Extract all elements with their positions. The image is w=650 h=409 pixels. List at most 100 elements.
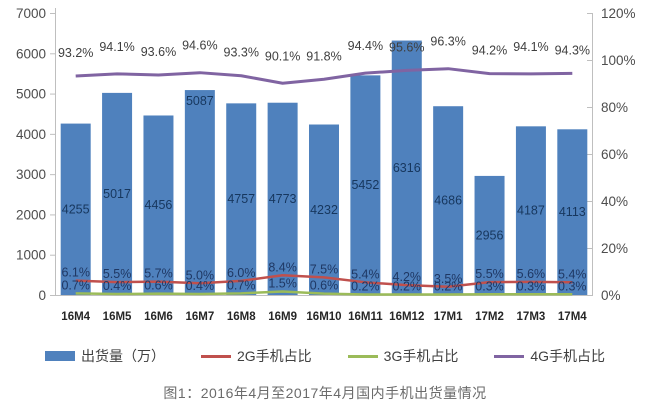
line-point-label: 0.3%	[558, 279, 587, 293]
line-point-label: 1.5%	[268, 276, 297, 290]
line-point-label: 94.1%	[513, 40, 548, 54]
legend-label-shipments: 出货量（万）	[80, 348, 165, 364]
legend-label-2g: 2G手机占比	[236, 348, 312, 364]
bar-16M9	[267, 102, 298, 296]
line-point-label: 94.6%	[182, 39, 217, 53]
bar-value-label: 4773	[269, 192, 297, 206]
y-tick-label-right: 40%	[601, 194, 628, 209]
legend-item-shipments: 出货量（万）	[44, 346, 165, 366]
line-point-label: 5.5%	[475, 267, 504, 281]
y-tick-label-left: 1000	[16, 248, 46, 263]
bar-value-label: 4113	[559, 205, 586, 219]
line-point-label: 0.7%	[61, 278, 90, 292]
line-point-label: 94.4%	[348, 39, 383, 53]
bar-value-label: 5452	[351, 178, 379, 192]
line-point-label: 96.3%	[430, 35, 465, 49]
x-tick-label: 16M9	[268, 311, 297, 323]
line-point-label: 5.5%	[103, 267, 132, 281]
bar-17M1	[433, 106, 464, 295]
line-point-label: 6.0%	[227, 266, 256, 280]
y-tick-label-left: 0	[38, 288, 46, 303]
line-point-label: 93.6%	[141, 45, 176, 59]
bar-16M7	[184, 90, 215, 295]
bar-value-label: 4456	[145, 198, 173, 212]
bar-value-label: 4686	[434, 194, 462, 208]
line-point-label: 8.4%	[268, 260, 297, 274]
y-tick-label-right: 20%	[601, 241, 628, 256]
line-point-label: 7.5%	[310, 262, 339, 276]
line-point-label: 91.8%	[306, 49, 341, 63]
x-tick-label: 16M11	[348, 311, 383, 323]
legend-item-4g: 4G手机占比	[494, 346, 605, 366]
line-point-label: 0.7%	[227, 278, 256, 292]
line-point-label: 0.6%	[310, 279, 339, 293]
2g-line-swatch	[200, 354, 231, 358]
line-point-label: 0.6%	[144, 279, 173, 293]
x-tick-label: 16M10	[306, 311, 341, 323]
line-point-label: 0.2%	[351, 280, 380, 294]
bar-value-label: 2956	[476, 228, 504, 242]
y-tick-label-left: 4000	[16, 127, 46, 142]
x-tick-label: 17M2	[475, 311, 504, 323]
line-point-label: 5.0%	[186, 268, 215, 282]
x-tick-label: 17M4	[558, 311, 587, 323]
bar-16M8	[226, 103, 257, 295]
bar-value-label: 4232	[310, 203, 338, 217]
line-point-label: 0.3%	[475, 279, 504, 293]
line-point-label: 5.4%	[351, 267, 380, 281]
y-tick-label-right: 60%	[601, 147, 628, 162]
line-point-label: 0.2%	[393, 280, 422, 294]
line-point-label: 5.6%	[517, 267, 546, 281]
line-point-label: 4.2%	[393, 270, 422, 284]
bar-16M12	[391, 40, 422, 296]
bar-17M4	[557, 129, 588, 295]
bar-value-label: 5087	[186, 94, 214, 108]
bar-16M11	[350, 75, 381, 295]
bar-value-label: 4255	[62, 202, 90, 216]
bar-value-label: 4757	[227, 192, 255, 206]
x-tick-label: 16M4	[61, 311, 90, 323]
y-tick-label-right: 120%	[601, 6, 636, 21]
bar-value-label: 5017	[103, 187, 131, 201]
line-point-label: 94.2%	[472, 44, 507, 58]
line-point-label: 95.6%	[389, 40, 424, 54]
figure-caption: 图1：2016年4月至2017年4月国内手机出货量情况	[163, 385, 487, 401]
x-tick-label: 16M6	[144, 311, 173, 323]
line-4g	[75, 67, 573, 85]
y-tick-label-left: 2000	[16, 207, 46, 222]
bar-16M6	[143, 115, 174, 296]
y-tick-label-right: 80%	[601, 100, 628, 115]
line-point-label: 0.4%	[103, 279, 132, 293]
line-point-label: 94.1%	[99, 40, 134, 54]
line-3g	[75, 290, 573, 296]
line-point-label: 0.3%	[517, 279, 546, 293]
x-tick-label: 17M1	[434, 311, 463, 323]
line-2g	[75, 274, 573, 289]
4g-line-swatch	[494, 354, 525, 358]
x-tick-label: 16M5	[103, 311, 132, 323]
bar-16M4	[60, 123, 91, 295]
legend-item-2g: 2G手机占比	[200, 346, 312, 366]
y-tick-label-right: 0%	[601, 288, 621, 303]
line-point-label: 93.3%	[224, 46, 259, 60]
y-tick-label-left: 3000	[16, 167, 46, 182]
line-point-label: 90.1%	[265, 49, 300, 63]
line-point-label: 5.7%	[144, 267, 173, 281]
x-tick-label: 16M12	[389, 311, 424, 323]
x-tick-label: 16M8	[227, 311, 256, 323]
3g-line-swatch	[347, 354, 378, 358]
line-point-label: 6.1%	[61, 266, 90, 280]
shipments-bar-swatch	[44, 351, 75, 361]
bar-value-label: 4187	[517, 204, 545, 218]
bar-value-label: 6316	[393, 161, 421, 175]
legend-label-3g: 3G手机占比	[383, 348, 459, 364]
legend-label-4g: 4G手机占比	[530, 348, 606, 364]
legend-item-3g: 3G手机占比	[347, 346, 459, 366]
x-tick-label: 17M3	[517, 311, 546, 323]
line-point-label: 3.5%	[434, 272, 463, 286]
bar-16M5	[102, 92, 133, 296]
bar-16M10	[309, 124, 339, 295]
bar-17M2	[474, 175, 505, 295]
y-tick-label-left: 5000	[16, 87, 46, 102]
